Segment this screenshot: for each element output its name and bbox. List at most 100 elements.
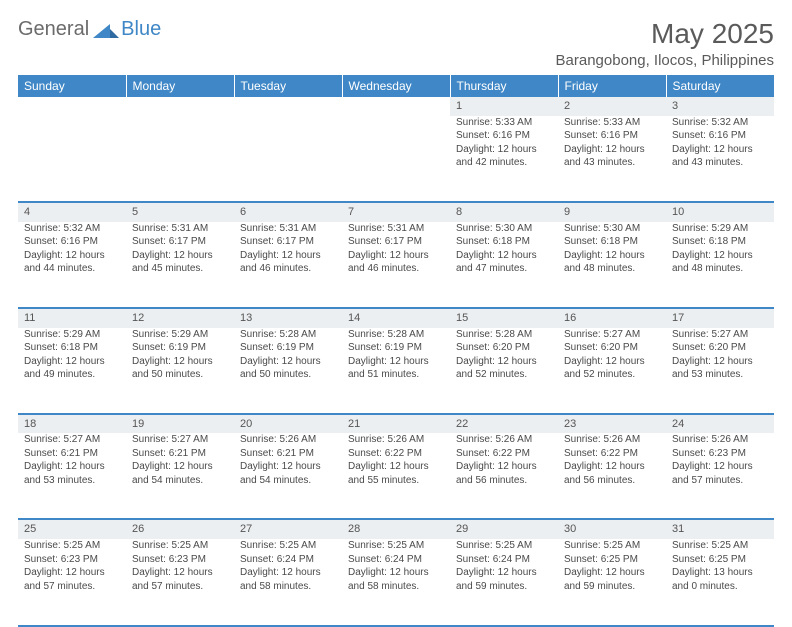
day-sr: Sunrise: 5:25 AM [564, 539, 660, 553]
day-number-cell: 30 [558, 520, 666, 539]
day-number-cell: 5 [126, 203, 234, 222]
day-dl2: and 47 minutes. [456, 262, 552, 276]
day-dl2: and 52 minutes. [564, 368, 660, 382]
week-row: Sunrise: 5:29 AMSunset: 6:18 PMDaylight:… [18, 328, 774, 414]
day-number-cell: 10 [666, 203, 774, 222]
day-cell: Sunrise: 5:27 AMSunset: 6:21 PMDaylight:… [18, 433, 126, 519]
day-dl2: and 52 minutes. [456, 368, 552, 382]
day-ss: Sunset: 6:18 PM [24, 341, 120, 355]
day-dl1: Daylight: 12 hours [564, 355, 660, 369]
day-ss: Sunset: 6:24 PM [240, 553, 336, 567]
day-dl2: and 50 minutes. [240, 368, 336, 382]
day-sr: Sunrise: 5:31 AM [240, 222, 336, 236]
day-ss: Sunset: 6:16 PM [456, 129, 552, 143]
day-sr: Sunrise: 5:27 AM [672, 328, 768, 342]
day-sr: Sunrise: 5:30 AM [456, 222, 552, 236]
day-cell: Sunrise: 5:28 AMSunset: 6:19 PMDaylight:… [342, 328, 450, 414]
day-number-cell: 29 [450, 520, 558, 539]
day-dl1: Daylight: 12 hours [672, 249, 768, 263]
day-cell: Sunrise: 5:31 AMSunset: 6:17 PMDaylight:… [342, 222, 450, 308]
day-ss: Sunset: 6:22 PM [456, 447, 552, 461]
day-dl1: Daylight: 12 hours [240, 460, 336, 474]
day-ss: Sunset: 6:24 PM [456, 553, 552, 567]
day-cell: Sunrise: 5:25 AMSunset: 6:25 PMDaylight:… [666, 539, 774, 625]
day-ss: Sunset: 6:19 PM [348, 341, 444, 355]
day-ss: Sunset: 6:20 PM [456, 341, 552, 355]
day-cell: Sunrise: 5:31 AMSunset: 6:17 PMDaylight:… [234, 222, 342, 308]
day-dl2: and 59 minutes. [456, 580, 552, 594]
day-cell [234, 116, 342, 202]
day-number-cell: 17 [666, 309, 774, 328]
day-cell: Sunrise: 5:28 AMSunset: 6:20 PMDaylight:… [450, 328, 558, 414]
day-number-cell: 23 [558, 415, 666, 434]
day-cell [18, 116, 126, 202]
day-dl1: Daylight: 12 hours [24, 249, 120, 263]
day-sr: Sunrise: 5:26 AM [348, 433, 444, 447]
day-dl2: and 43 minutes. [672, 156, 768, 170]
day-dl2: and 49 minutes. [24, 368, 120, 382]
day-dl1: Daylight: 12 hours [132, 355, 228, 369]
day-sr: Sunrise: 5:27 AM [24, 433, 120, 447]
day-sr: Sunrise: 5:28 AM [240, 328, 336, 342]
day-ss: Sunset: 6:16 PM [24, 235, 120, 249]
location-text: Barangobong, Ilocos, Philippines [556, 52, 774, 69]
day-sr: Sunrise: 5:33 AM [456, 116, 552, 130]
day-number-cell: 1 [450, 97, 558, 116]
day-dl1: Daylight: 12 hours [348, 249, 444, 263]
day-dl1: Daylight: 12 hours [672, 143, 768, 157]
day-dl1: Daylight: 12 hours [24, 566, 120, 580]
week-row: Sunrise: 5:27 AMSunset: 6:21 PMDaylight:… [18, 433, 774, 519]
day-cell: Sunrise: 5:27 AMSunset: 6:20 PMDaylight:… [666, 328, 774, 414]
day-ss: Sunset: 6:20 PM [672, 341, 768, 355]
day-number-cell: 3 [666, 97, 774, 116]
day-sr: Sunrise: 5:33 AM [564, 116, 660, 130]
day-dl2: and 56 minutes. [456, 474, 552, 488]
day-cell: Sunrise: 5:25 AMSunset: 6:24 PMDaylight:… [234, 539, 342, 625]
day-sr: Sunrise: 5:26 AM [456, 433, 552, 447]
day-cell: Sunrise: 5:29 AMSunset: 6:19 PMDaylight:… [126, 328, 234, 414]
day-sr: Sunrise: 5:25 AM [672, 539, 768, 553]
day-dl2: and 51 minutes. [348, 368, 444, 382]
day-dl1: Daylight: 12 hours [456, 566, 552, 580]
day-cell: Sunrise: 5:32 AMSunset: 6:16 PMDaylight:… [666, 116, 774, 202]
day-cell: Sunrise: 5:25 AMSunset: 6:25 PMDaylight:… [558, 539, 666, 625]
day-number-cell: 22 [450, 415, 558, 434]
day-dl2: and 53 minutes. [672, 368, 768, 382]
day-ss: Sunset: 6:23 PM [24, 553, 120, 567]
day-number-cell: 27 [234, 520, 342, 539]
day-dl1: Daylight: 12 hours [240, 566, 336, 580]
day-ss: Sunset: 6:21 PM [24, 447, 120, 461]
day-sr: Sunrise: 5:26 AM [672, 433, 768, 447]
day-ss: Sunset: 6:18 PM [564, 235, 660, 249]
day-number-cell: 7 [342, 203, 450, 222]
day-cell: Sunrise: 5:25 AMSunset: 6:23 PMDaylight:… [18, 539, 126, 625]
day-number-cell: 6 [234, 203, 342, 222]
day-sr: Sunrise: 5:25 AM [132, 539, 228, 553]
day-number-cell: 4 [18, 203, 126, 222]
day-dl2: and 55 minutes. [348, 474, 444, 488]
daynum-row: 18192021222324 [18, 415, 774, 434]
day-number-cell: 19 [126, 415, 234, 434]
day-dl2: and 0 minutes. [672, 580, 768, 594]
day-dl2: and 44 minutes. [24, 262, 120, 276]
day-dl2: and 46 minutes. [348, 262, 444, 276]
weekday-header: Saturday [666, 75, 774, 97]
weekday-header: Monday [126, 75, 234, 97]
day-dl1: Daylight: 12 hours [564, 460, 660, 474]
day-cell: Sunrise: 5:27 AMSunset: 6:21 PMDaylight:… [126, 433, 234, 519]
weekday-header: Tuesday [234, 75, 342, 97]
day-cell: Sunrise: 5:27 AMSunset: 6:20 PMDaylight:… [558, 328, 666, 414]
header: General Blue May 2025 Barangobong, Iloco… [18, 18, 774, 69]
day-ss: Sunset: 6:25 PM [672, 553, 768, 567]
day-dl1: Daylight: 12 hours [24, 460, 120, 474]
day-number-cell [18, 97, 126, 116]
weekday-header: Sunday [18, 75, 126, 97]
day-dl2: and 53 minutes. [24, 474, 120, 488]
day-sr: Sunrise: 5:27 AM [564, 328, 660, 342]
day-cell: Sunrise: 5:33 AMSunset: 6:16 PMDaylight:… [558, 116, 666, 202]
day-ss: Sunset: 6:22 PM [348, 447, 444, 461]
day-cell: Sunrise: 5:29 AMSunset: 6:18 PMDaylight:… [18, 328, 126, 414]
day-ss: Sunset: 6:19 PM [240, 341, 336, 355]
day-sr: Sunrise: 5:30 AM [564, 222, 660, 236]
day-sr: Sunrise: 5:26 AM [564, 433, 660, 447]
